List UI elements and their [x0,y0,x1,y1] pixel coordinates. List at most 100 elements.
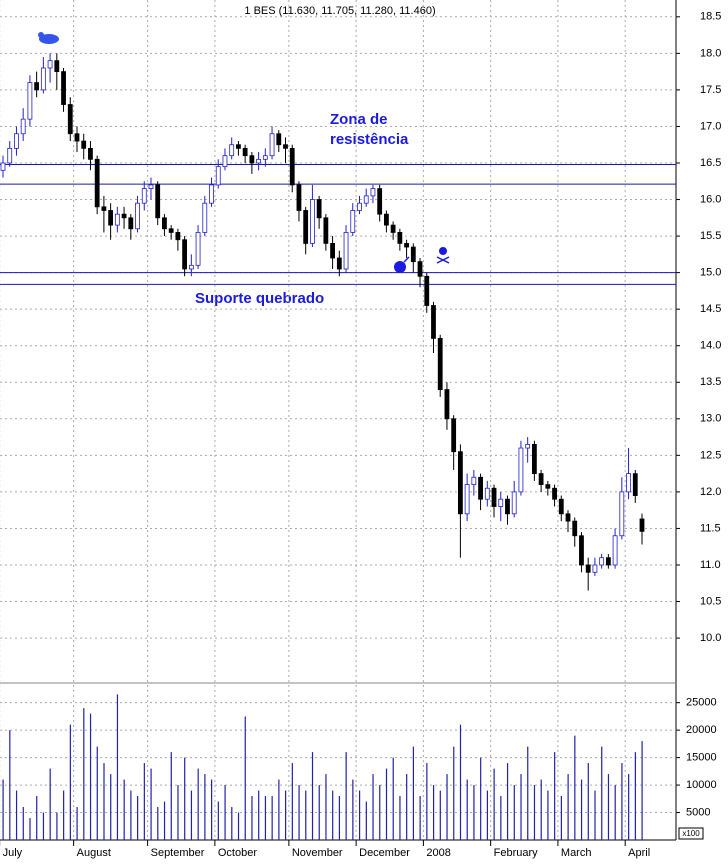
candle-body [81,140,87,149]
candle-body [330,242,335,259]
candle-body [114,213,120,226]
candle-body [336,257,342,270]
volume-bar [157,807,159,840]
volume-bar [392,757,394,840]
candle-body [498,498,504,507]
volume-bar [560,796,562,840]
volume-bar [36,796,38,840]
volume-bar [264,796,267,840]
candle-body [20,118,26,135]
candle-body [175,232,181,241]
candle-body [639,518,645,532]
volume-bar [291,763,293,840]
y-tick-label: 18.5 [700,11,721,23]
volume-bar [190,790,193,840]
candle-body [256,158,262,164]
candle-body [34,82,40,91]
candle-body [316,199,322,219]
candle-body [612,535,618,566]
candle-body [215,166,221,186]
y-tick-label: 18.0 [700,47,721,59]
volume-bar [587,763,589,840]
volume-bar [251,796,253,840]
x-tick-label: December [359,847,410,859]
candle-body [444,389,450,420]
volume-bar [170,752,172,840]
volume-bar [513,785,515,840]
y-tick-label: 15.5 [700,230,721,242]
volume-bar [601,746,603,840]
volume-bar [493,768,495,840]
volume-bar [163,801,166,840]
y-tick-label: 13.0 [700,413,721,425]
volume-bar [621,763,623,840]
candle-body [141,188,147,204]
volume-bar [224,785,226,840]
candle-body [88,147,93,160]
volume-bar [184,757,186,840]
volume-bar [614,785,616,840]
candle-body [148,184,154,189]
volume-bar [116,694,119,840]
candle-body [101,206,107,211]
y2-tick-label: 20000 [686,724,717,736]
volume-bar [540,779,542,840]
volume-bar [217,801,219,840]
candle-body [168,228,174,233]
candle-body [404,242,409,248]
volume-bar [533,785,536,840]
annotation: Suporte quebrado [195,290,324,307]
candle-body [632,473,638,496]
volume-bar [379,785,381,840]
y2-tick-label: 5000 [686,806,710,818]
candle-body [370,188,376,197]
candle-body [135,202,140,230]
volume-bar [432,785,435,840]
candle-body [471,476,477,485]
volume-bar [258,790,260,840]
volume-bar [89,713,92,840]
volume-bar [305,790,307,840]
x-tick-label: October [218,847,257,859]
volume-bar [634,752,636,840]
candle-body [350,210,356,233]
candle-body [121,213,127,219]
volume-bar [338,796,341,840]
y-tick-label: 13.5 [700,376,721,388]
volume-bar [237,812,240,840]
candle-body [518,447,524,493]
volume-bar [332,790,334,840]
volume-bar [506,763,509,840]
candle-body [296,184,302,211]
volume-bar [49,768,51,840]
candle-body [27,82,33,120]
candle-body [572,520,578,537]
volume-bar [345,752,347,840]
x-tick-label: September [151,847,205,859]
volume-bar [325,774,327,840]
candle-body [552,487,557,500]
volume-bar [204,774,206,840]
candle-body [484,487,490,500]
y-tick-label: 12.5 [700,449,721,461]
volume-bar [56,812,58,840]
x-tick-label: March [561,847,592,859]
candle-body [323,217,329,244]
x-tick-label: February [494,847,539,859]
candle-body [229,144,235,157]
candle-body [531,443,537,475]
x-tick-label: August [77,847,111,859]
candle-body [269,133,275,157]
bomb-icon [394,256,410,273]
annotation: resistência [330,131,409,148]
candle-body [390,224,396,233]
candle-body [236,144,241,149]
candle-body [276,133,282,146]
candle-body [242,147,248,157]
y2-tick-label: 25000 [686,697,717,709]
volume-bar [412,746,415,840]
volume-bar [137,796,139,840]
volume-bar [419,796,421,840]
volume-bar [554,752,556,840]
